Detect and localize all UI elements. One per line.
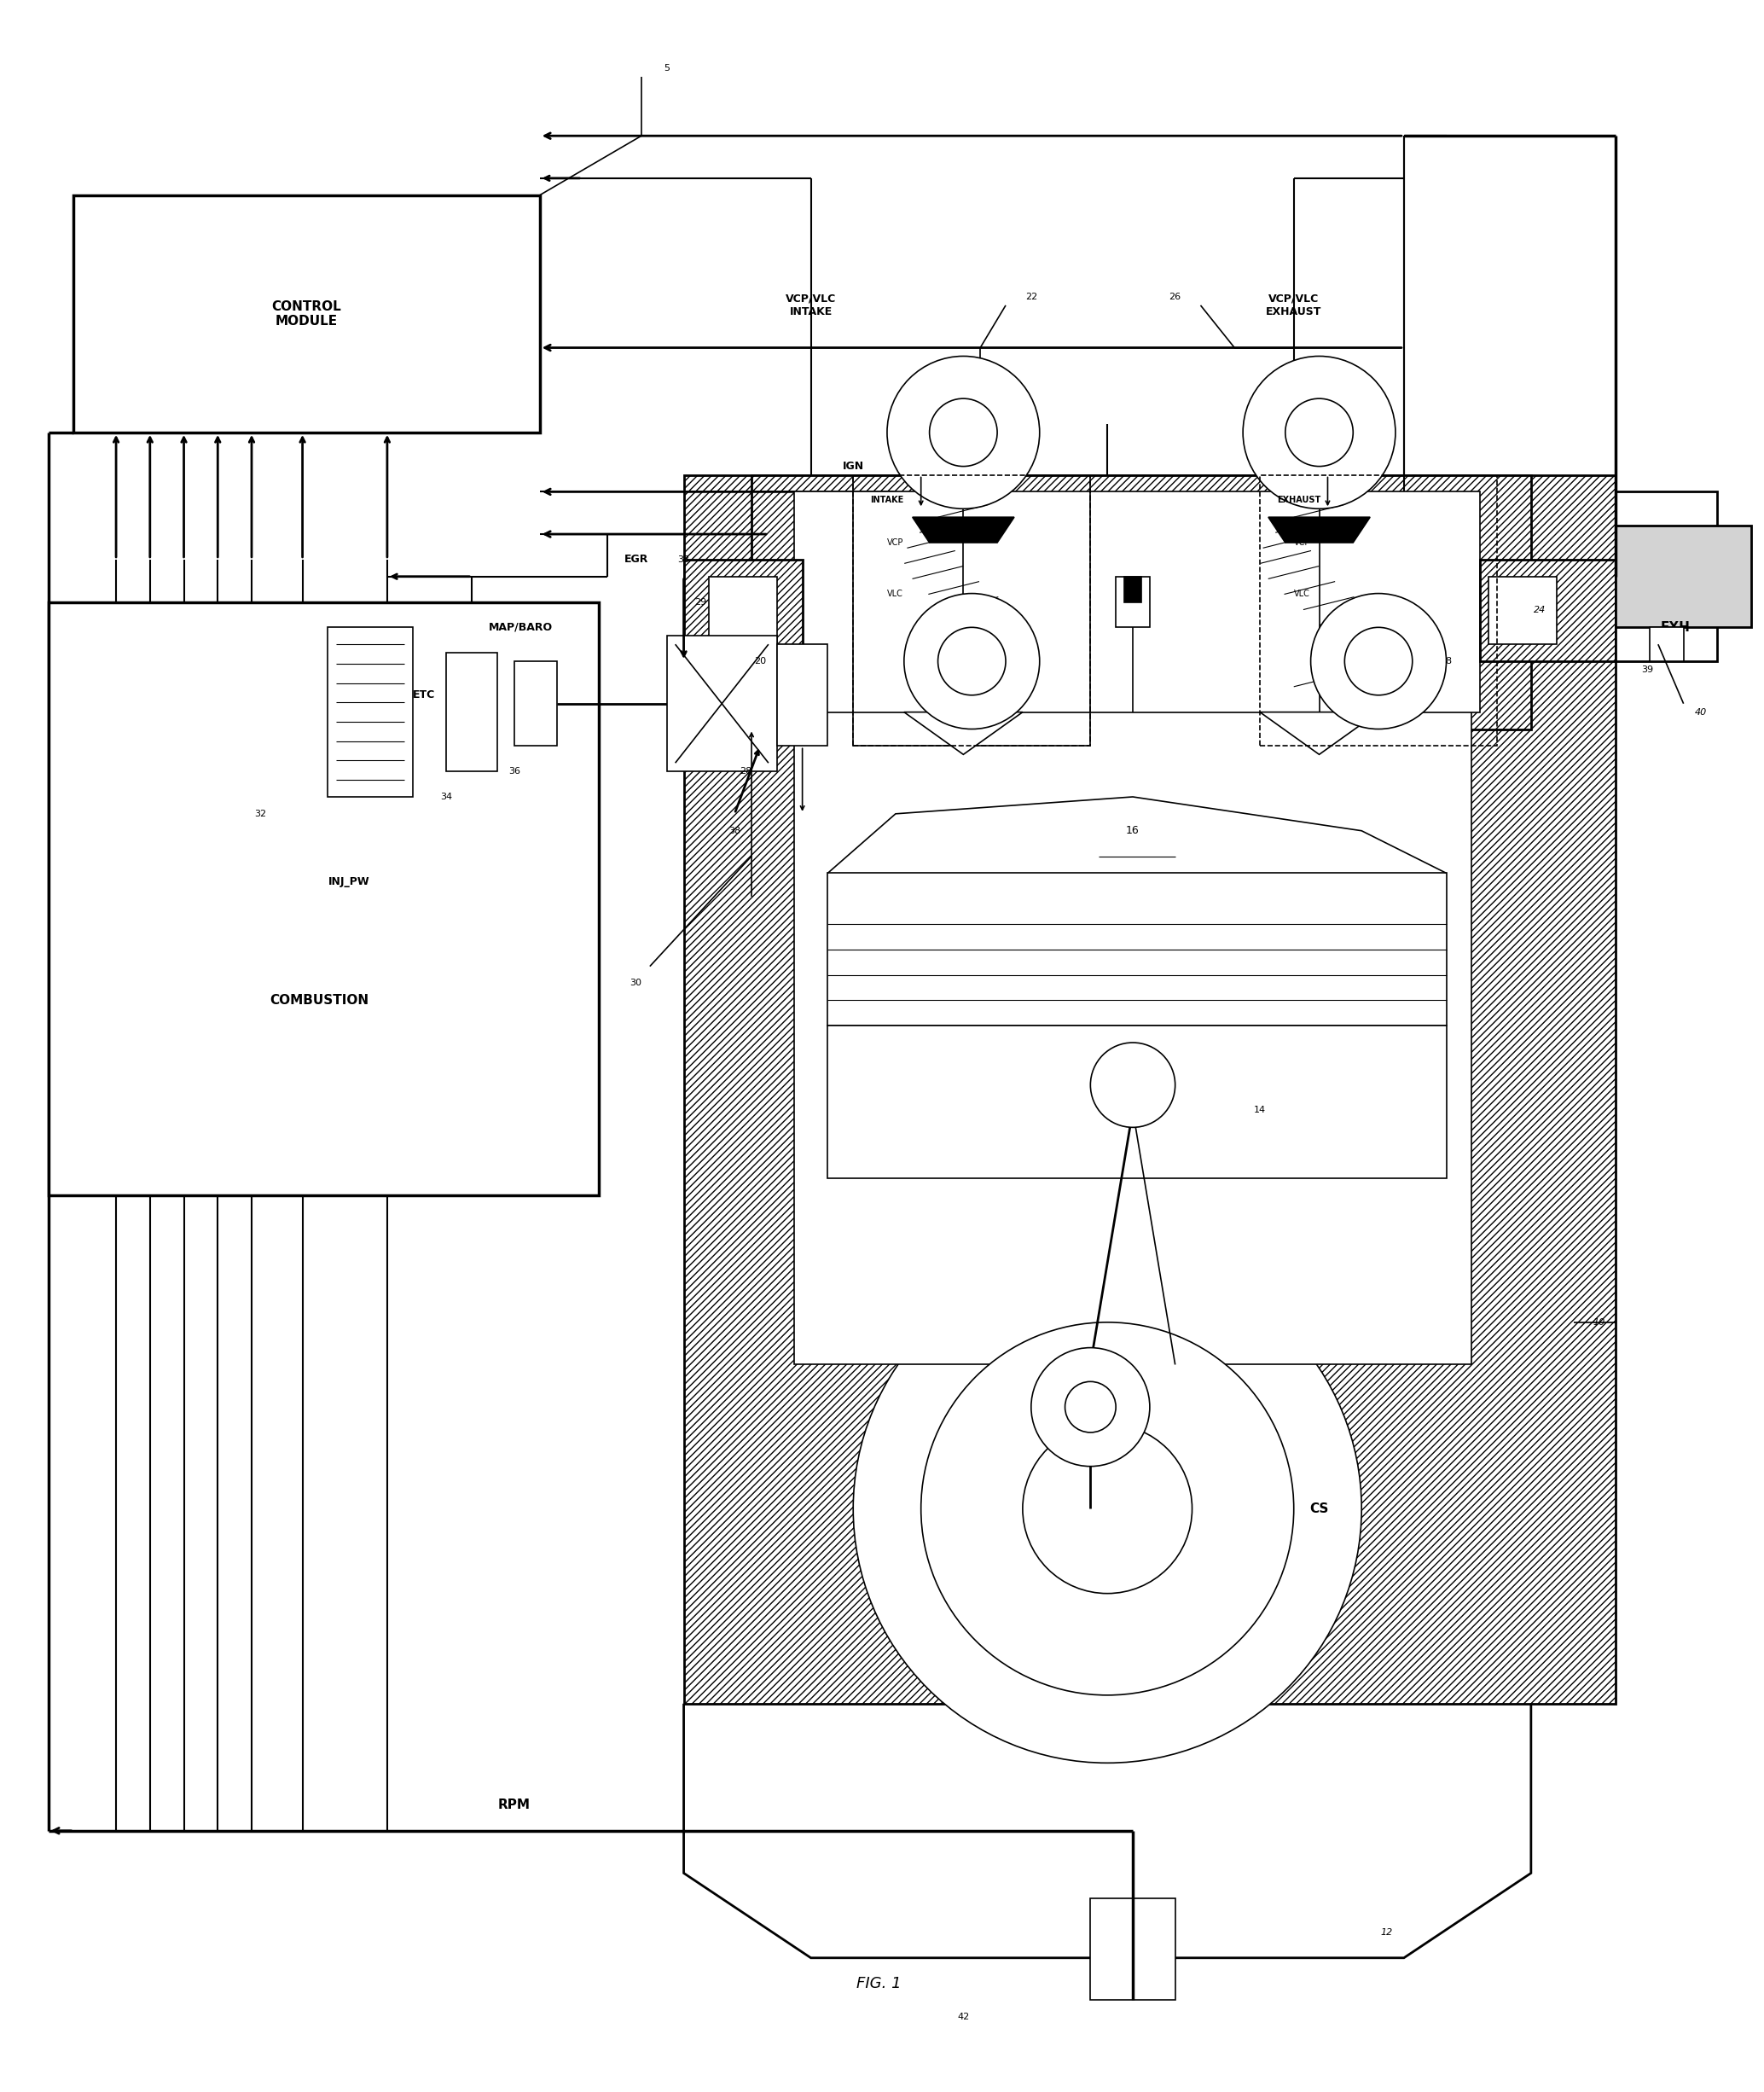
Text: VCP/VLC
INTAKE: VCP/VLC INTAKE — [785, 293, 836, 318]
Bar — [751, 475, 1531, 728]
Text: 16: 16 — [1125, 824, 1140, 837]
Text: ETC: ETC — [413, 690, 436, 701]
Circle shape — [1286, 400, 1353, 467]
Text: VLC: VLC — [887, 590, 903, 598]
Circle shape — [903, 594, 1039, 728]
Bar — [827, 872, 1446, 1025]
Bar — [1117, 577, 1150, 628]
Text: 14: 14 — [1254, 1107, 1267, 1115]
Bar — [794, 492, 1480, 711]
Bar — [1649, 628, 1683, 661]
Text: 29: 29 — [695, 598, 707, 607]
Bar — [1259, 475, 1498, 747]
Text: 38: 38 — [677, 554, 690, 565]
Bar — [328, 628, 413, 797]
Text: 22: 22 — [1025, 293, 1037, 301]
Text: INTAKE: INTAKE — [870, 496, 903, 504]
Text: EXH: EXH — [1660, 621, 1690, 634]
Bar — [684, 559, 803, 661]
Bar — [1124, 577, 1141, 602]
Text: 5: 5 — [663, 63, 670, 73]
Circle shape — [854, 1255, 1362, 1764]
Circle shape — [1344, 628, 1413, 695]
Circle shape — [1244, 356, 1395, 508]
Text: 32: 32 — [254, 810, 266, 818]
Text: CONTROL
MODULE: CONTROL MODULE — [272, 299, 342, 328]
Text: 26: 26 — [1170, 293, 1182, 301]
Bar — [854, 475, 1090, 747]
Bar — [709, 577, 776, 644]
Text: CS: CS — [1309, 1502, 1328, 1515]
Bar — [667, 636, 776, 772]
Polygon shape — [1268, 517, 1371, 542]
Text: 36: 36 — [508, 768, 520, 776]
Polygon shape — [903, 711, 1023, 755]
Polygon shape — [912, 517, 1014, 542]
Bar — [827, 1025, 1446, 1178]
Text: 28: 28 — [739, 768, 751, 776]
Text: VCP: VCP — [1293, 538, 1311, 546]
Text: MAF/T$_{IN}$: MAF/T$_{IN}$ — [344, 757, 392, 770]
Text: MAP/BARO: MAP/BARO — [489, 621, 552, 634]
Text: COMBUSTION: COMBUSTION — [270, 994, 369, 1006]
Bar — [1616, 525, 1752, 628]
Bar — [1489, 577, 1556, 644]
Bar — [48, 602, 600, 1195]
Circle shape — [1023, 1425, 1192, 1594]
Circle shape — [1090, 1042, 1175, 1128]
Text: 42: 42 — [958, 2013, 970, 2021]
Bar — [794, 559, 1471, 1364]
Polygon shape — [1259, 711, 1378, 755]
Text: VCP: VCP — [887, 538, 903, 546]
Text: 20: 20 — [753, 657, 766, 665]
Text: 40: 40 — [1695, 707, 1706, 715]
Text: IGN: IGN — [843, 460, 864, 473]
Bar — [1480, 559, 1616, 661]
Text: 10: 10 — [1593, 1318, 1605, 1326]
Text: VLC: VLC — [1293, 590, 1311, 598]
Text: RPM: RPM — [497, 1799, 531, 1812]
Text: 30: 30 — [630, 979, 642, 987]
Text: EXHAUST: EXHAUST — [1277, 496, 1321, 504]
Bar — [446, 653, 497, 772]
Bar — [854, 475, 1090, 747]
Circle shape — [938, 628, 1005, 695]
Bar — [684, 475, 1616, 1703]
Circle shape — [930, 400, 997, 467]
Text: 34: 34 — [441, 793, 453, 801]
Bar — [776, 644, 827, 747]
Circle shape — [887, 356, 1039, 508]
Circle shape — [1311, 594, 1446, 728]
Circle shape — [1032, 1347, 1150, 1466]
Text: 39: 39 — [1641, 665, 1653, 674]
Bar — [1616, 492, 1718, 661]
Text: 18: 18 — [1439, 657, 1452, 665]
Bar — [74, 195, 540, 433]
Text: EGR: EGR — [624, 554, 649, 565]
Text: 24: 24 — [1533, 607, 1545, 615]
Bar — [515, 661, 557, 747]
Circle shape — [921, 1322, 1293, 1695]
Text: 12: 12 — [1381, 1929, 1394, 1937]
Bar — [1090, 1900, 1175, 2000]
Text: FIG. 1: FIG. 1 — [856, 1975, 901, 1992]
Text: INJ_PW: INJ_PW — [328, 877, 369, 887]
Text: VCP/VLC
EXHAUST: VCP/VLC EXHAUST — [1267, 293, 1321, 318]
Circle shape — [1065, 1381, 1117, 1433]
Text: 38: 38 — [729, 826, 741, 835]
